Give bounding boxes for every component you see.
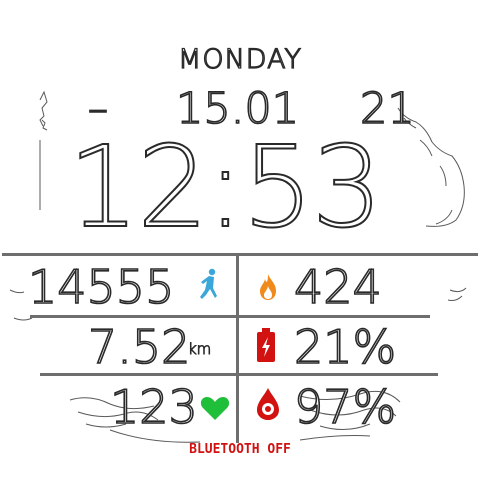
heart-icon — [200, 397, 230, 420]
date-year: 21 — [359, 83, 415, 135]
bluetooth-status: BLUETOOTH OFF — [189, 442, 291, 457]
distance-unit: km — [188, 340, 212, 359]
blood-drop-icon — [257, 388, 279, 420]
running-person-icon — [200, 268, 217, 299]
battery-charging-icon — [257, 328, 275, 362]
divider-vertical — [236, 253, 239, 443]
battery-value: 21% — [293, 320, 397, 374]
weekday-label: MONDAY — [177, 43, 302, 75]
time-display: 12:53 — [67, 123, 384, 253]
steps-value: 14555 — [27, 260, 175, 314]
calories-value: 424 — [293, 260, 382, 314]
spo2-value: 97% — [293, 380, 397, 434]
divider-mid-2 — [40, 373, 438, 376]
divider-mid-1 — [30, 315, 430, 318]
date-dash: – — [87, 85, 109, 133]
flame-icon — [260, 274, 276, 300]
heart-rate-value: 123 — [109, 380, 198, 434]
divider-top — [2, 253, 478, 256]
date-day-month: 15.01 — [175, 83, 300, 135]
distance-value: 7.52 — [87, 320, 191, 374]
